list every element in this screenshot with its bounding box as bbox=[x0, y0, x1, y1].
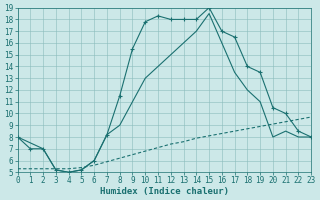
X-axis label: Humidex (Indice chaleur): Humidex (Indice chaleur) bbox=[100, 187, 229, 196]
